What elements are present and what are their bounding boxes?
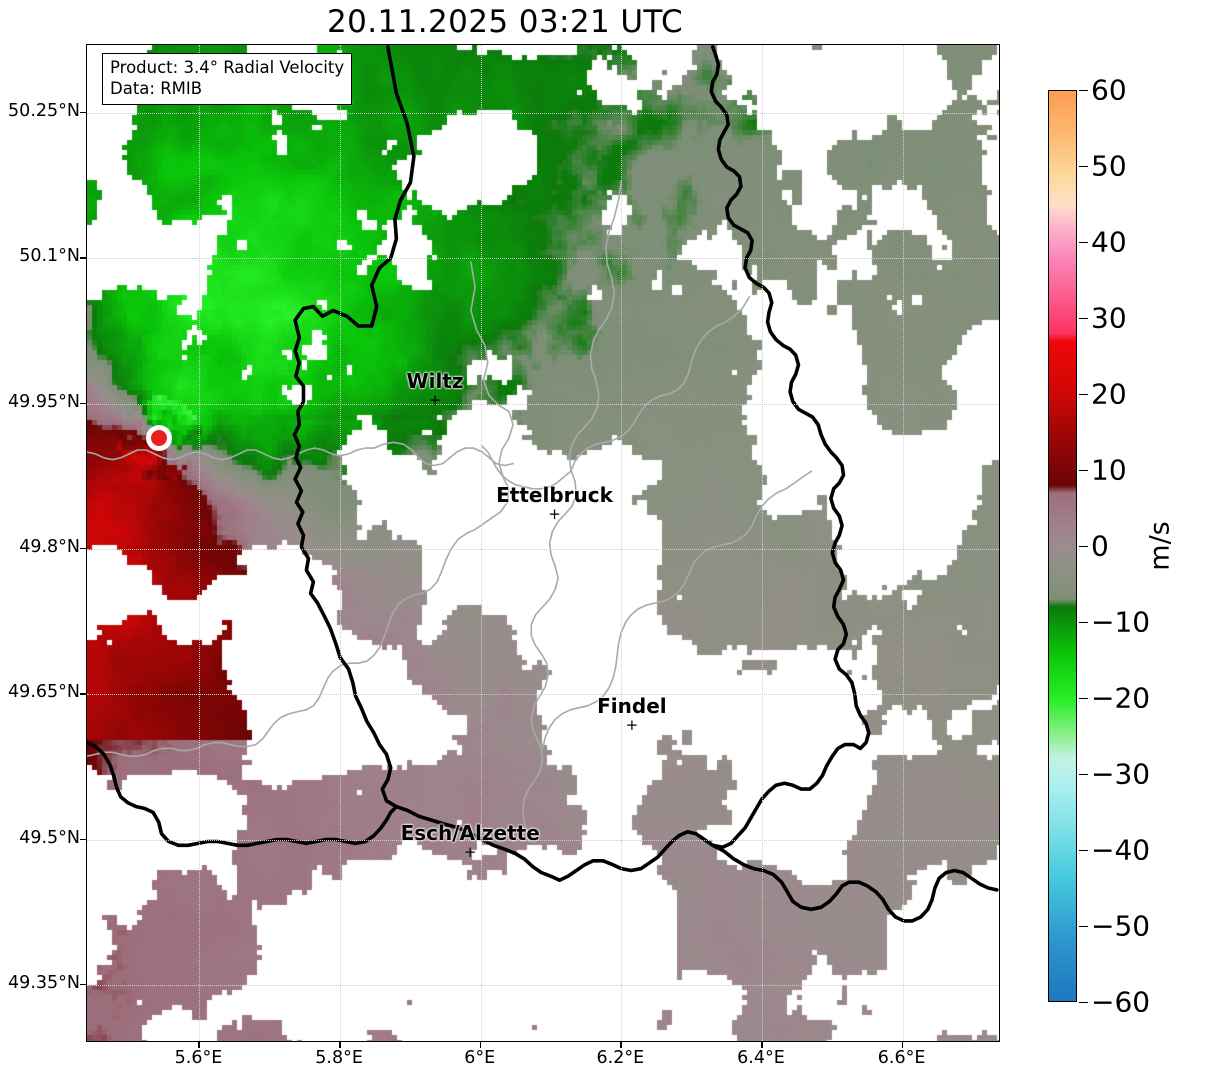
- national-border-line: [87, 740, 399, 848]
- gridline-horizontal: [87, 403, 999, 405]
- y-axis-tick-label: 50.1°N: [19, 246, 80, 267]
- x-axis-tick-mark: [339, 1042, 341, 1048]
- colorbar-tick-label: −60: [1091, 985, 1151, 1019]
- colorbar: [1048, 90, 1077, 1002]
- gridline-horizontal: [87, 112, 999, 114]
- district-border-line: [87, 447, 375, 461]
- y-axis-tick-mark: [80, 111, 86, 114]
- city-marker-icon: +: [428, 390, 442, 409]
- y-axis-tick-label: 49.95°N: [8, 391, 80, 412]
- y-axis-tick-mark: [80, 257, 86, 259]
- x-axis-tick-label: 6.4°E: [737, 1048, 785, 1068]
- colorbar-tick-mark: [1079, 242, 1088, 243]
- x-axis-tick-mark: [479, 1042, 482, 1048]
- colorbar-tick-mark: [1079, 1002, 1088, 1003]
- x-axis-tick-mark: [901, 1042, 904, 1048]
- gridline-horizontal: [87, 548, 999, 550]
- colorbar-tick-label: −10: [1091, 605, 1151, 639]
- district-border-line: [541, 470, 813, 750]
- colorbar-tick-mark: [1079, 926, 1088, 927]
- gridline-horizontal: [87, 984, 999, 986]
- y-axis-tick-mark: [80, 983, 86, 986]
- colorbar-tick-mark: [1079, 622, 1088, 623]
- page-title: 20.11.2025 03:21 UTC: [327, 4, 683, 40]
- x-axis-tick-mark: [198, 1042, 201, 1048]
- info-data-line: Data: RMIB: [110, 78, 203, 98]
- radar-site-marker: [144, 423, 174, 453]
- x-axis-tick-label: 6°E: [464, 1048, 496, 1068]
- colorbar-tick-mark: [1079, 698, 1088, 699]
- y-axis-tick-label: 49.65°N: [8, 682, 80, 703]
- colorbar-tick-label: −40: [1091, 833, 1151, 867]
- colorbar-tick-mark: [1079, 850, 1088, 851]
- colorbar-tick-label: 20: [1091, 377, 1127, 411]
- radar-map-plot[interactable]: Wiltz + Ettelbruck + Findel + Esch/Alzette + Pr…: [86, 44, 1000, 1042]
- y-axis-tick-mark: [80, 402, 86, 405]
- gridline-vertical: [480, 45, 482, 1041]
- city-marker-icon: +: [463, 843, 477, 862]
- colorbar-tick-label: −30: [1091, 757, 1151, 791]
- colorbar-tick-mark: [1079, 546, 1088, 547]
- colorbar-tick-label: −20: [1091, 681, 1151, 715]
- x-axis-tick-mark: [760, 1042, 763, 1048]
- city-name: Findel: [597, 694, 667, 719]
- x-axis-tick-label: 6.6°E: [877, 1048, 926, 1068]
- colorbar-tick-mark: [1079, 470, 1088, 471]
- gridline-horizontal: [87, 839, 999, 841]
- district-border-line: [373, 441, 514, 467]
- gridline-horizontal: [87, 258, 999, 260]
- gridline-vertical: [199, 45, 201, 1041]
- radar-site-dot: [151, 430, 168, 447]
- y-axis-tick-mark: [80, 547, 86, 550]
- district-border-line: [87, 261, 514, 758]
- colorbar-tick-label: 30: [1091, 301, 1127, 335]
- map-borders-layer: [87, 45, 999, 923]
- colorbar-tick-label: 0: [1091, 529, 1109, 563]
- gridline-vertical: [621, 45, 623, 1041]
- colorbar-tick-mark: [1079, 774, 1088, 775]
- y-axis-tick-mark: [80, 693, 86, 695]
- colorbar-tick-label: 40: [1091, 225, 1127, 259]
- y-axis-tick-label: 49.5°N: [19, 827, 80, 848]
- product-info-box: Product: 3.4° Radial Velocity Data: RMIB: [102, 53, 353, 106]
- y-axis-tick-mark: [80, 838, 86, 841]
- gridline-vertical: [902, 45, 904, 1041]
- colorbar-unit-label: m/s: [1144, 521, 1176, 571]
- gridline-horizontal: [87, 694, 999, 696]
- x-axis-tick-label: 6.2°E: [596, 1048, 645, 1068]
- gridline-vertical: [761, 45, 763, 1041]
- colorbar-tick-label: 10: [1091, 453, 1127, 487]
- city-marker-icon: +: [625, 716, 639, 735]
- city-label-findel: Findel +: [597, 694, 667, 733]
- district-border-line: [522, 179, 623, 843]
- x-axis-tick-label: 5.6°E: [174, 1048, 223, 1068]
- info-product-line: Product: 3.4° Radial Velocity: [110, 58, 345, 77]
- colorbar-tick-label: −50: [1091, 909, 1151, 943]
- colorbar-gradient: [1049, 91, 1076, 1001]
- colorbar-tick-mark: [1079, 394, 1088, 395]
- city-name: Wiltz: [406, 368, 464, 393]
- y-axis-tick-label: 49.8°N: [19, 536, 80, 557]
- y-axis-tick-label: 49.35°N: [8, 972, 80, 993]
- city-label-wiltz: Wiltz +: [407, 369, 464, 408]
- national-border-line: [710, 843, 999, 923]
- city-marker-icon: +: [548, 505, 561, 524]
- national-border-line: [292, 45, 871, 883]
- city-name: Ettelbruck: [496, 483, 613, 508]
- x-axis-tick-label: 5.8°E: [315, 1048, 363, 1068]
- district-border-line: [569, 296, 751, 473]
- colorbar-tick-mark: [1079, 166, 1088, 167]
- district-border-line: [481, 445, 572, 490]
- city-label-ettelbruck: Ettelbruck +: [496, 483, 613, 522]
- colorbar-tick-label: 60: [1091, 73, 1127, 107]
- y-axis-tick-label: 50.25°N: [8, 100, 80, 121]
- city-label-esch-alzette: Esch/Alzette +: [401, 821, 540, 860]
- colorbar-tick-label: 50: [1091, 149, 1127, 183]
- city-name: Esch/Alzette: [400, 821, 540, 846]
- gridline-vertical: [340, 45, 342, 1041]
- colorbar-tick-mark: [1079, 90, 1088, 91]
- plot-clip: Wiltz + Ettelbruck + Findel + Esch/Alzette +: [87, 45, 999, 1041]
- colorbar-tick-mark: [1079, 318, 1088, 319]
- x-axis-tick-mark: [620, 1042, 622, 1048]
